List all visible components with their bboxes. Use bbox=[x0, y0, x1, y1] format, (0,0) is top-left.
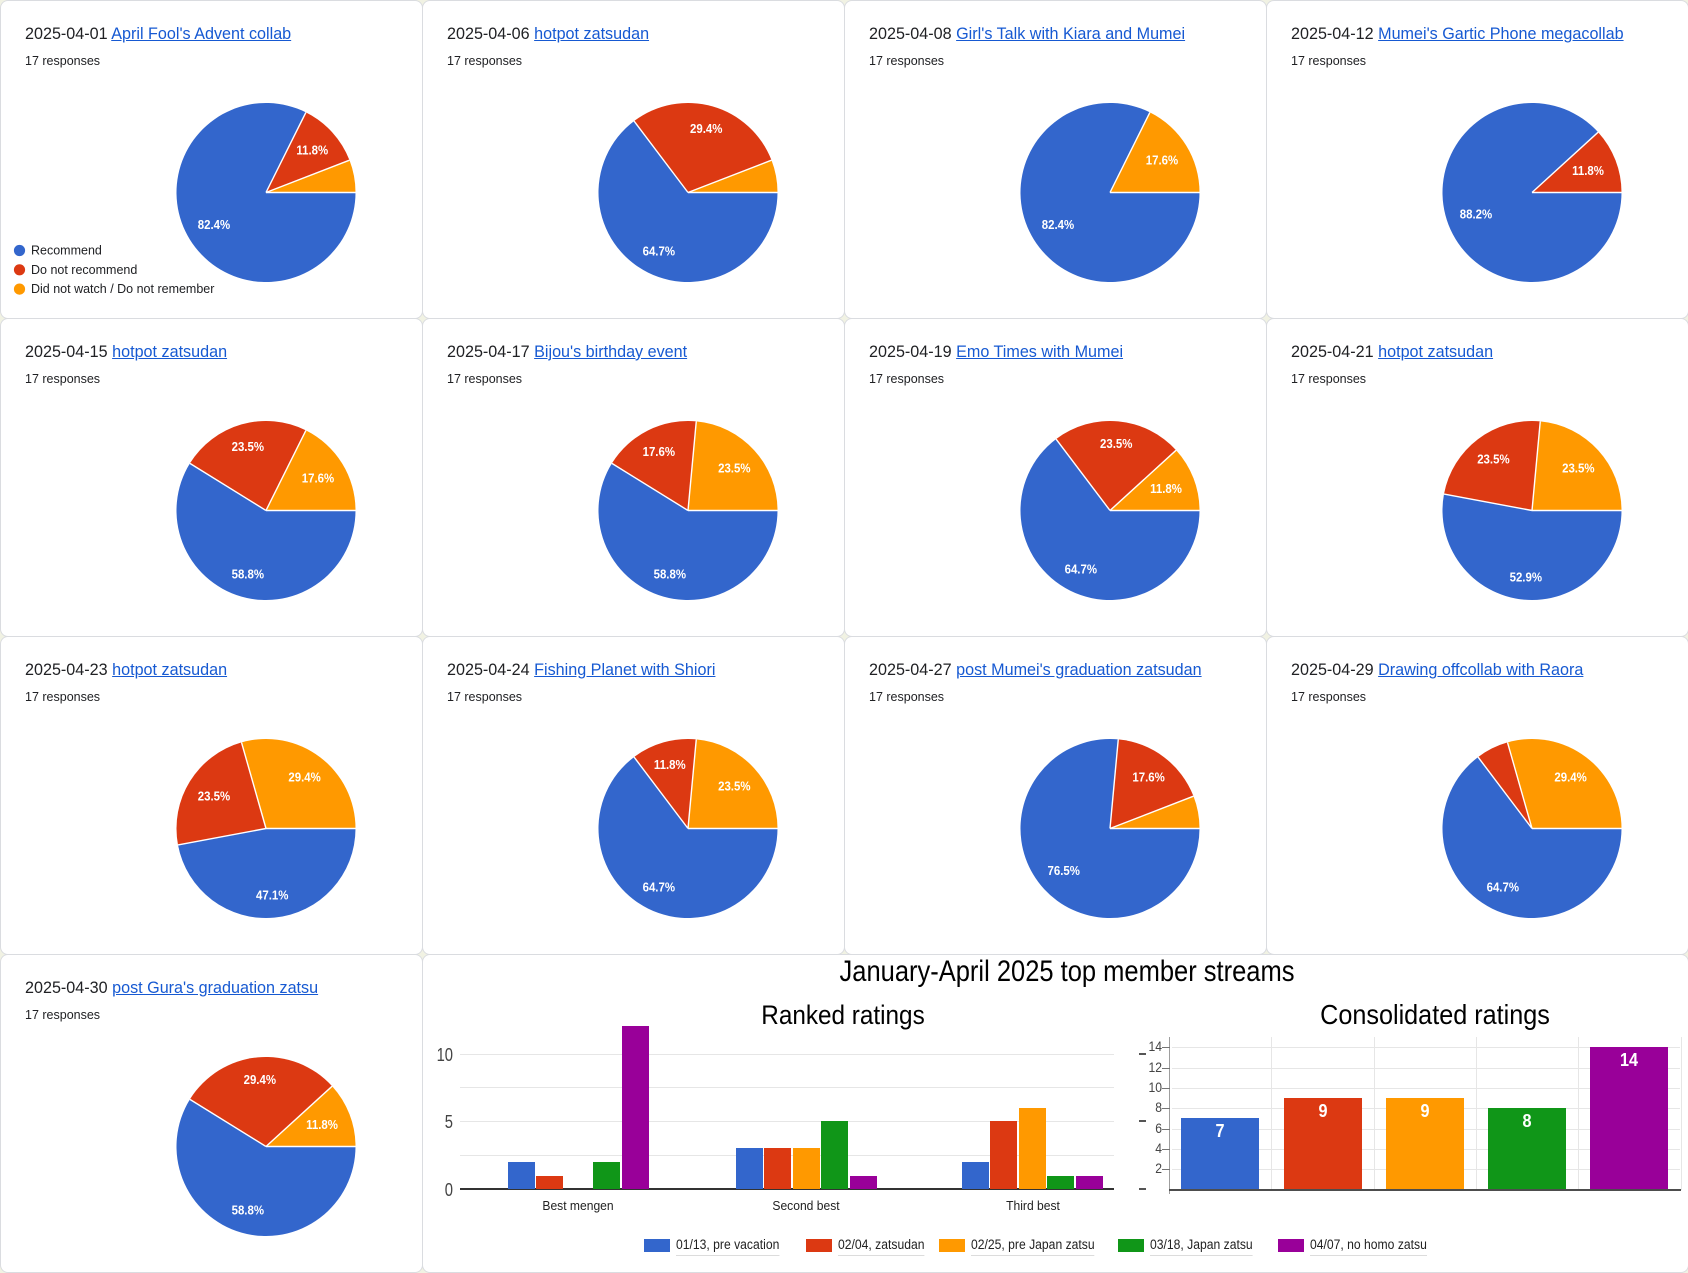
svg-text:58.8%: 58.8% bbox=[654, 567, 687, 582]
svg-text:29.4%: 29.4% bbox=[690, 121, 723, 136]
svg-text:23.5%: 23.5% bbox=[1100, 436, 1133, 451]
svg-text:64.7%: 64.7% bbox=[643, 244, 676, 259]
svg-text:Recommend: Recommend bbox=[31, 244, 102, 258]
svg-text:11.8%: 11.8% bbox=[306, 1117, 338, 1132]
svg-text:11.8%: 11.8% bbox=[296, 143, 328, 158]
svg-text:23.5%: 23.5% bbox=[718, 779, 751, 794]
svg-text:17.6%: 17.6% bbox=[643, 444, 676, 459]
svg-text:23.5%: 23.5% bbox=[198, 789, 231, 804]
svg-text:58.8%: 58.8% bbox=[232, 567, 265, 582]
svg-text:88.2%: 88.2% bbox=[1460, 207, 1493, 222]
svg-text:23.5%: 23.5% bbox=[1477, 452, 1510, 467]
svg-text:17.6%: 17.6% bbox=[302, 471, 335, 486]
svg-text:23.5%: 23.5% bbox=[718, 461, 751, 476]
svg-text:64.7%: 64.7% bbox=[1065, 562, 1098, 577]
svg-text:82.4%: 82.4% bbox=[1042, 217, 1075, 232]
svg-text:11.8%: 11.8% bbox=[1150, 481, 1182, 496]
svg-text:76.5%: 76.5% bbox=[1047, 863, 1080, 878]
svg-text:17.6%: 17.6% bbox=[1132, 770, 1165, 785]
svg-text:17.6%: 17.6% bbox=[1146, 153, 1179, 168]
svg-text:82.4%: 82.4% bbox=[198, 217, 231, 232]
svg-text:52.9%: 52.9% bbox=[1510, 570, 1543, 585]
svg-text:Do not recommend: Do not recommend bbox=[31, 263, 137, 277]
svg-text:11.8%: 11.8% bbox=[654, 757, 686, 772]
svg-text:58.8%: 58.8% bbox=[232, 1203, 265, 1218]
svg-text:64.7%: 64.7% bbox=[643, 880, 676, 895]
svg-text:11.8%: 11.8% bbox=[1572, 163, 1604, 178]
svg-text:64.7%: 64.7% bbox=[1487, 880, 1520, 895]
svg-text:29.4%: 29.4% bbox=[244, 1072, 277, 1087]
svg-text:Did not watch / Do not remembe: Did not watch / Do not remember bbox=[31, 282, 214, 296]
svg-text:29.4%: 29.4% bbox=[288, 770, 321, 785]
svg-text:29.4%: 29.4% bbox=[1554, 770, 1587, 785]
svg-text:23.5%: 23.5% bbox=[232, 439, 265, 454]
svg-text:23.5%: 23.5% bbox=[1562, 461, 1595, 476]
svg-text:47.1%: 47.1% bbox=[256, 888, 289, 903]
